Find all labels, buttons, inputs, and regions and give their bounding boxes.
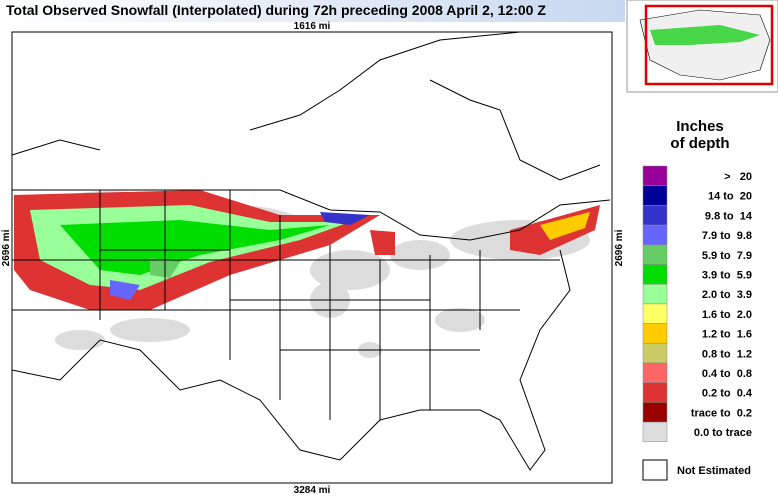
left-distance: 2696 mi (1, 229, 12, 266)
legend-label: 1.6 to 2.0 (702, 309, 752, 321)
legend-swatch (642, 224, 668, 246)
title: Total Observed Snowfall (Interpolated) d… (6, 2, 546, 18)
inset-map (626, 0, 778, 93)
legend-swatch (642, 264, 668, 285)
legend-swatch (642, 459, 668, 481)
legend-label: 5.9 to 7.9 (702, 250, 752, 262)
legend-swatch (642, 165, 668, 186)
legend-label: 3.9 to 5.9 (702, 270, 752, 282)
legend-swatch (642, 323, 668, 344)
bottom-distance: 3284 mi (294, 485, 331, 496)
top-distance: 1616 mi (294, 21, 331, 32)
legend-title: of depth (670, 135, 729, 152)
legend-label: 7.9 to 9.8 (702, 230, 752, 242)
legend-label: 1.2 to 1.6 (702, 329, 752, 341)
legend-swatch (642, 185, 668, 206)
legend-swatch (642, 421, 668, 443)
right-distance: 2696 mi (614, 229, 625, 266)
inset-window (644, 4, 774, 86)
legend-label: 0.2 to 0.4 (702, 388, 753, 400)
legend-label: trace to 0.2 (691, 407, 752, 419)
legend-label: 9.8 to 14 (705, 210, 753, 222)
legend-label: 0.0 to trace (694, 427, 752, 439)
snow-band (14, 190, 600, 310)
legend-label: > 20 (724, 171, 752, 183)
inset-snow (650, 25, 760, 45)
legend-swatch (642, 283, 668, 305)
legend-swatch (642, 303, 668, 324)
legend-swatch (642, 402, 668, 423)
legend-swatch (642, 244, 668, 265)
legend-label: Not Estimated (677, 465, 751, 477)
legend-label: 0.8 to 1.2 (702, 348, 752, 360)
legend-label: 2.0 to 3.9 (702, 289, 752, 301)
inset-land (639, 9, 771, 81)
legend-swatch (642, 205, 668, 226)
borders (11, 31, 611, 471)
legend-swatch (642, 362, 668, 383)
legend-label: 14 to 20 (708, 191, 752, 203)
title-bar (0, 0, 625, 22)
legend-swatch (642, 382, 668, 403)
legend-title: Inches (676, 118, 724, 135)
legend-swatch (642, 343, 668, 364)
map: 1616 mi 3284 mi 2696 mi 2696 mi (1, 21, 625, 496)
legend-label: 0.4 to 0.8 (702, 368, 752, 380)
